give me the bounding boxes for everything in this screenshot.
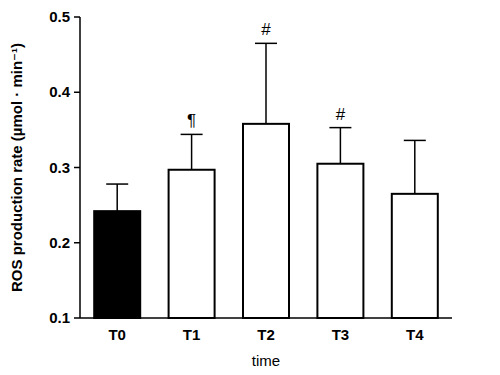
error-bar: [255, 43, 277, 124]
annotation: #: [261, 20, 271, 39]
error-stem: [116, 184, 118, 211]
x-axis: [80, 317, 452, 319]
error-bar: [329, 128, 351, 164]
y-tick-label: 0.4: [49, 83, 71, 100]
error-stem: [265, 43, 267, 124]
y-tick-label: 0.5: [49, 8, 70, 25]
y-tick: [74, 242, 80, 244]
x-tick-label: T1: [183, 326, 201, 343]
y-tick-label: 0.2: [49, 234, 70, 251]
error-stem: [414, 140, 416, 193]
error-cap: [106, 183, 128, 185]
error-bar: [106, 184, 128, 211]
x-tick-label: T3: [332, 326, 350, 343]
y-tick: [74, 92, 80, 94]
bar: [94, 211, 140, 318]
error-stem: [340, 128, 342, 164]
y-tick-label: 0.3: [49, 159, 70, 176]
bar: [169, 170, 215, 318]
bar: [243, 124, 289, 318]
error-bar: [181, 134, 203, 169]
bar: [317, 164, 363, 318]
x-tick-label: T0: [108, 326, 126, 343]
y-axis-label: ROS production rate (µmol · min⁻¹): [8, 43, 25, 292]
error-stem: [191, 134, 193, 169]
error-cap: [404, 140, 426, 142]
x-tick-label: T2: [257, 326, 275, 343]
y-tick: [74, 16, 80, 18]
error-cap: [329, 127, 351, 129]
y-tick: [74, 167, 80, 169]
error-bar: [404, 140, 426, 193]
chart: ¶ # #0.1 0.2 0.3 0.4 0.5 T0 T1 T2 T3 T4 time ROS prod…: [0, 0, 500, 375]
error-cap: [255, 43, 277, 45]
x-axis-label: time: [252, 352, 280, 369]
error-cap: [181, 134, 203, 136]
bar: [392, 194, 438, 318]
annotation: ¶: [187, 111, 196, 130]
x-tick-label: T4: [406, 326, 424, 343]
y-tick-label: 0.1: [49, 309, 70, 326]
y-tick: [74, 317, 80, 319]
annotation: #: [336, 105, 346, 124]
